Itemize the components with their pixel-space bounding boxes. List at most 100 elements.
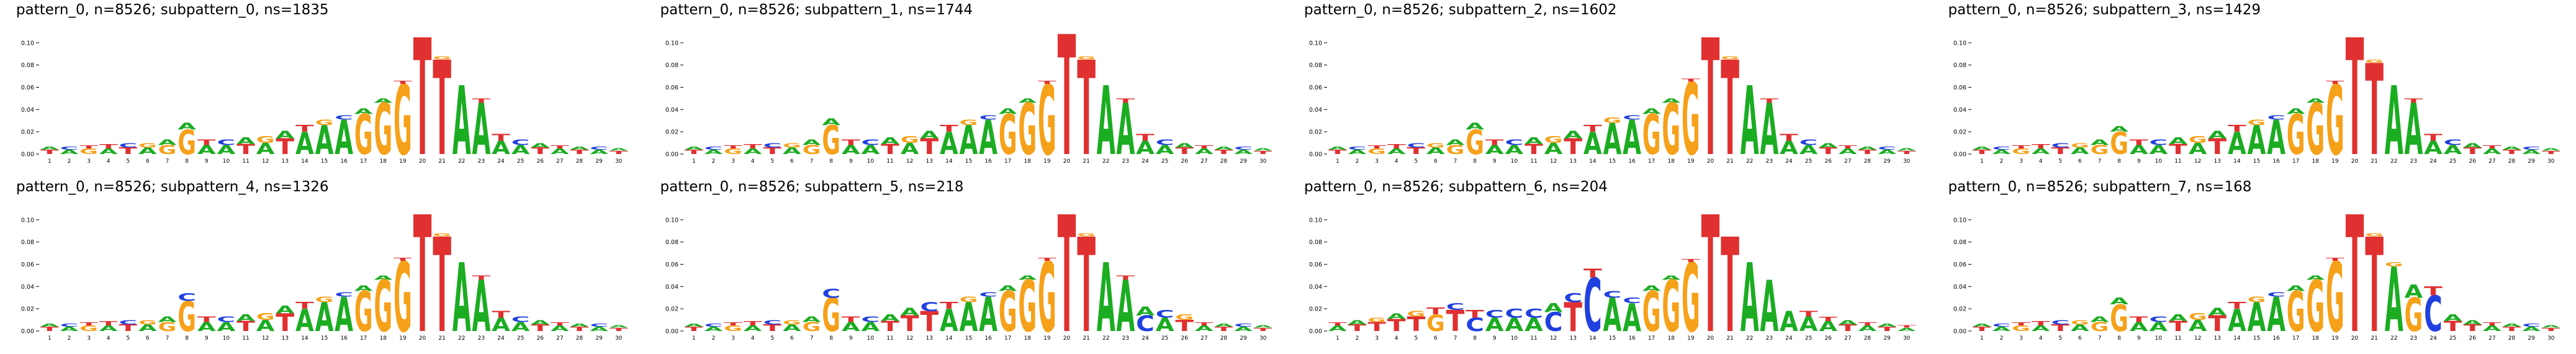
logo-letter: A [1741,244,1759,353]
x-axis-tick-label: 29 [1240,335,1247,342]
logo-letter: C [1623,115,1641,122]
x-axis-tick-label: 18 [1024,335,1031,342]
logo-letter: C [335,115,353,122]
x-axis-tick-label: 15 [2253,158,2259,165]
y-axis-tick-label: 0.10 [1309,217,1322,224]
logo-letter: T [1038,257,1056,262]
logo-letter: G [1038,65,1056,177]
logo-letter: A [2424,138,2443,159]
logo-letter: T [551,145,569,150]
logo-letter: A [99,147,119,156]
logo-letter: T [939,123,958,134]
x-axis-tick-label: 8 [185,335,189,342]
logo-letter: T [1972,326,1991,333]
logo-letter: A [2443,143,2462,157]
x-axis-tick-label: 26 [1181,158,1188,165]
logo-letter: A [138,322,157,334]
x-axis-tick-label: 9 [2137,335,2140,342]
x-axis-tick-label: 5 [1414,158,1418,165]
x-axis-tick-label: 13 [925,335,932,342]
y-axis-tick-label: 0.08 [1309,62,1322,69]
logo-letter: G [2365,233,2384,238]
x-axis-tick-label: 30 [2547,158,2554,165]
x-axis-tick-label: 2 [68,335,71,342]
logo-letter: A [2188,318,2207,335]
logo-letter: C [590,323,608,328]
logo-letter: T [492,309,511,320]
logo-letter: G [1721,56,1739,61]
logo-letter: A [1234,149,1253,156]
x-axis-tick-label: 18 [1668,335,1675,342]
logo-letter: G [1466,124,1484,163]
logo-letter: T [2365,211,2384,354]
logo-letter: G [158,320,177,334]
x-axis-tick-label: 8 [1473,158,1477,165]
x-axis-tick-label: 3 [1375,158,1379,165]
logo-letter: C [763,319,781,326]
x-axis-tick-label: 18 [1668,158,1675,165]
logo-letter: T [2424,132,2443,143]
x-axis-tick-label: 10 [1511,158,1518,165]
logo-letter: A [1839,319,1858,326]
logo-letter: A [138,145,157,157]
x-axis-tick-label: 25 [1161,335,1168,342]
logo-letter: T [2541,327,2560,332]
logo-letter: A [1155,143,1174,157]
x-axis-tick-label: 9 [1493,158,1497,165]
logo-letter: G [802,143,821,157]
logo-letter: A [900,141,919,158]
logo-letter: C [2267,292,2286,299]
logo-letter: A [1662,275,1681,282]
logo-letter: G [1018,89,1037,171]
logo-letter: A [2071,145,2089,157]
x-axis-tick-label: 5 [126,335,130,342]
x-axis-tick-label: 29 [1240,158,1247,165]
logo-letter: T [1878,326,1897,333]
logo-letter: C [1878,146,1896,151]
logo-letter: C [217,315,236,324]
logo-letter: A [178,121,196,132]
x-axis-tick-label: 5 [2058,158,2062,165]
logo-letter: G [822,117,840,163]
x-axis-tick-label: 11 [242,335,249,342]
x-axis-tick-label: 13 [2213,158,2220,165]
logo-letter: T [1407,145,1426,157]
x-axis-tick-label: 26 [536,335,544,342]
x-axis-tick-label: 23 [1766,158,1773,165]
logo-letter: G [2071,142,2089,149]
logo-letter: A [1194,147,1214,156]
x-axis-tick-label: 16 [340,335,348,342]
logo-letter: A [217,143,236,157]
logo-letter: T [2482,322,2501,327]
logo-letter: A [511,320,530,334]
x-axis-tick-label: 4 [107,158,110,165]
logo-letter: A [570,146,590,151]
logo-letter: G [783,142,801,149]
logo-letter: A [531,319,550,326]
logo-letter: A [2129,320,2148,334]
logo-letter: C [1407,142,1425,149]
logo-letter: T [1116,275,1135,282]
logo-letter: T [1038,80,1056,85]
logo-letter: G [354,280,373,344]
logo-letter: T [413,6,432,177]
x-axis-tick-label: 17 [360,335,367,342]
logo-letter: T [79,322,98,327]
x-axis-tick-label: 11 [2174,158,2181,165]
logo-letter: C [979,292,998,299]
x-axis-tick-label: 15 [321,158,328,165]
logo-letter: A [841,320,860,334]
x-axis-tick-label: 18 [1024,158,1031,165]
logo-letter: C [1155,138,1174,147]
logo-letter: T [1367,320,1387,334]
logo-letter: A [1505,315,1524,336]
panel-title: pattern_0, n=8526; subpattern_2, ns=1602 [1304,2,1617,18]
x-axis-tick-label: 20 [419,158,426,165]
logo-letter: A [1741,67,1759,176]
x-axis-tick-label: 14 [1589,158,1596,165]
logo-letter: C [511,138,530,147]
y-axis-tick-label: 0.06 [1953,84,1966,91]
logo-letter: T [724,145,742,150]
panel-title: pattern_0, n=8526; subpattern_3, ns=1429 [1948,2,2261,18]
